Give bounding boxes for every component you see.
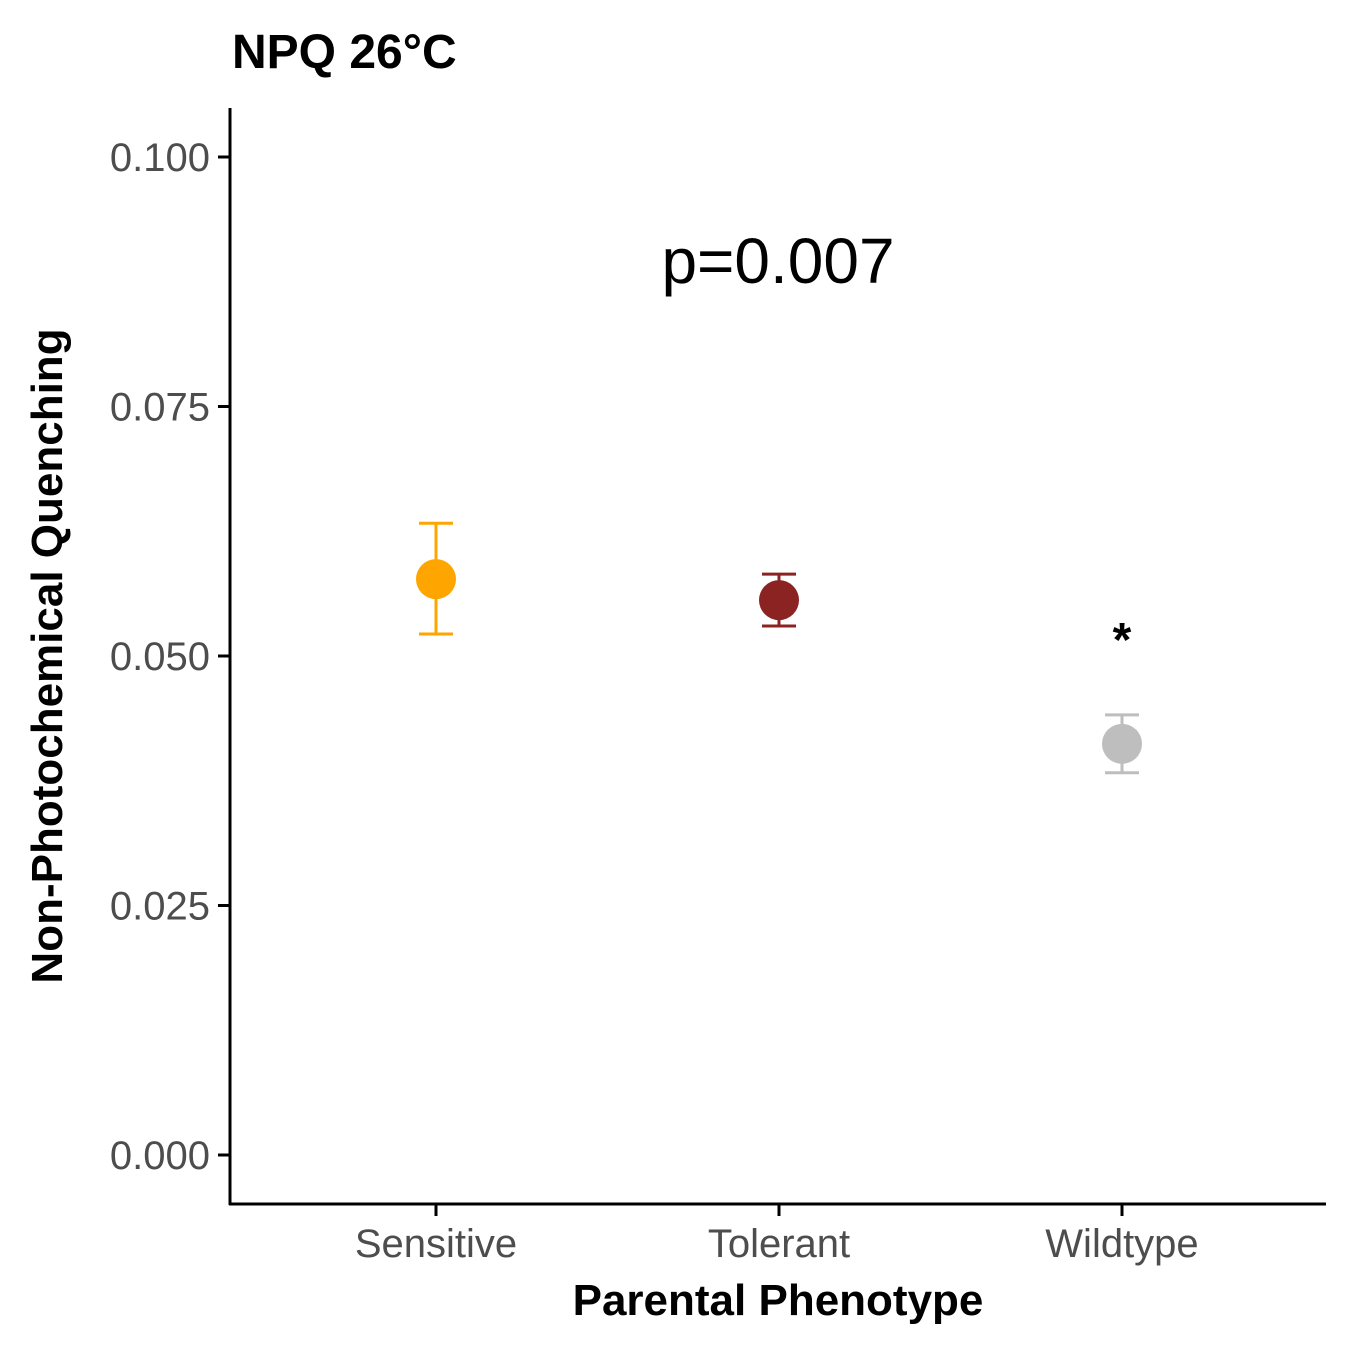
mean-point xyxy=(759,580,799,621)
y-ticks: 0.000 0.025 0.050 0.075 0.100 xyxy=(110,136,230,1178)
x-tick-label: Wildtype xyxy=(1045,1222,1198,1266)
y-tick-label: 0.075 xyxy=(110,386,210,430)
y-tick-label: 0.100 xyxy=(110,136,210,180)
x-tick-label: Sensitive xyxy=(355,1222,517,1266)
x-ticks: Sensitive Tolerant Wildtype xyxy=(355,1204,1199,1266)
y-tick-label: 0.025 xyxy=(110,885,210,929)
y-tick-label: 0.050 xyxy=(110,635,210,679)
y-axis-title: Non-Photochemical Quenching xyxy=(23,328,72,983)
x-tick-label: Tolerant xyxy=(708,1222,850,1266)
p-value-annotation: p=0.007 xyxy=(661,225,894,297)
y-tick-label: 0.000 xyxy=(110,1134,210,1178)
significance-star: * xyxy=(1113,614,1132,667)
chart-title: NPQ 26°C xyxy=(232,26,457,79)
x-axis-title: Parental Phenotype xyxy=(573,1276,984,1325)
mean-point xyxy=(416,559,456,600)
mean-point xyxy=(1102,723,1142,764)
data-marks: * xyxy=(416,521,1142,775)
data-point-sensitive xyxy=(416,521,456,636)
data-point-tolerant xyxy=(759,572,799,628)
data-point-wildtype xyxy=(1102,713,1142,775)
